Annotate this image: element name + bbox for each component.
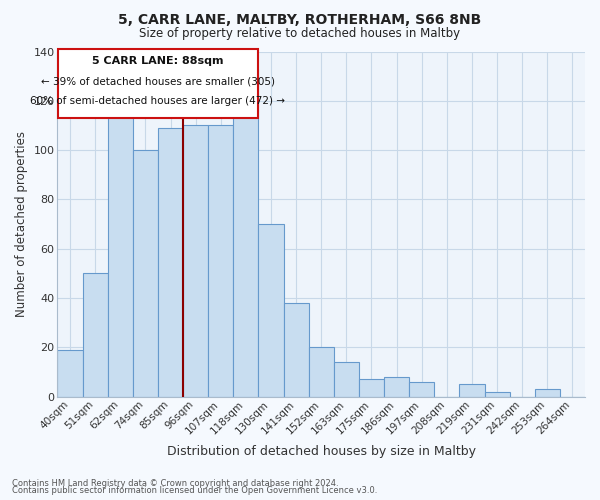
Bar xyxy=(83,274,108,396)
Bar xyxy=(158,128,183,396)
Text: 60% of semi-detached houses are larger (472) →: 60% of semi-detached houses are larger (… xyxy=(31,96,286,106)
Bar xyxy=(58,350,83,397)
Bar xyxy=(308,347,334,397)
Bar xyxy=(359,380,384,396)
Bar xyxy=(384,377,409,396)
Text: Contains HM Land Registry data © Crown copyright and database right 2024.: Contains HM Land Registry data © Crown c… xyxy=(12,478,338,488)
Y-axis label: Number of detached properties: Number of detached properties xyxy=(15,131,28,317)
Bar xyxy=(409,382,434,396)
Bar xyxy=(535,389,560,396)
Text: 5 CARR LANE: 88sqm: 5 CARR LANE: 88sqm xyxy=(92,56,224,66)
Bar xyxy=(259,224,284,396)
Bar xyxy=(108,106,133,397)
Bar xyxy=(233,69,259,396)
Bar xyxy=(183,126,208,396)
Bar xyxy=(208,126,233,396)
FancyBboxPatch shape xyxy=(58,49,258,118)
Bar xyxy=(334,362,359,396)
Text: Size of property relative to detached houses in Maltby: Size of property relative to detached ho… xyxy=(139,28,461,40)
Bar xyxy=(485,392,509,396)
Text: ← 39% of detached houses are smaller (305): ← 39% of detached houses are smaller (30… xyxy=(41,76,275,86)
Text: Contains public sector information licensed under the Open Government Licence v3: Contains public sector information licen… xyxy=(12,486,377,495)
X-axis label: Distribution of detached houses by size in Maltby: Distribution of detached houses by size … xyxy=(167,444,476,458)
Bar xyxy=(133,150,158,396)
Bar xyxy=(284,303,308,396)
Text: 5, CARR LANE, MALTBY, ROTHERHAM, S66 8NB: 5, CARR LANE, MALTBY, ROTHERHAM, S66 8NB xyxy=(118,12,482,26)
Bar xyxy=(460,384,485,396)
